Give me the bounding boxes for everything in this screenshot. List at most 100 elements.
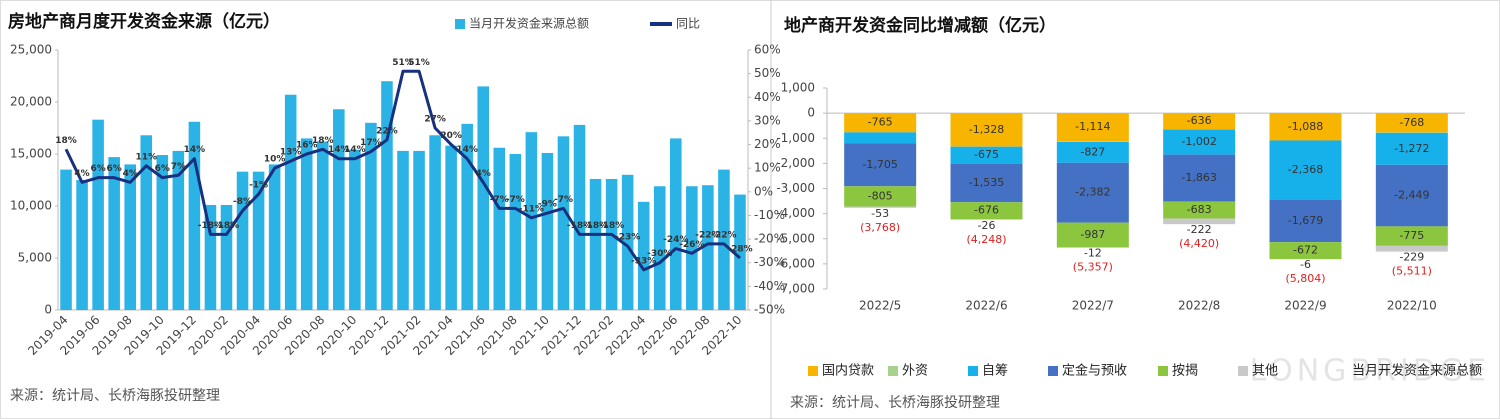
data-label: -1,863 bbox=[1181, 171, 1216, 184]
data-label: -18% bbox=[198, 221, 223, 231]
data-label: 13% bbox=[280, 148, 302, 158]
data-label: 22% bbox=[376, 126, 398, 136]
bar bbox=[557, 136, 570, 310]
bar-segment bbox=[1163, 154, 1236, 202]
legend-swatch bbox=[1048, 366, 1058, 376]
bar bbox=[541, 152, 554, 310]
data-label: 18% bbox=[312, 136, 334, 146]
data-label: -1,328 bbox=[969, 123, 1004, 136]
data-label: -1,272 bbox=[1394, 142, 1429, 155]
y2-tick-label: 60% bbox=[754, 43, 781, 57]
data-label: 14% bbox=[456, 145, 478, 155]
data-label: -2,382 bbox=[1075, 186, 1110, 199]
y2-tick-label: 50% bbox=[754, 66, 781, 80]
bar bbox=[60, 169, 72, 310]
bar bbox=[220, 204, 233, 310]
bar bbox=[188, 121, 201, 310]
total-label: (3,768) bbox=[860, 221, 900, 234]
y2-tick-label: 30% bbox=[754, 113, 781, 127]
y-tick-label: 20,000 bbox=[10, 95, 52, 109]
data-label: -7% bbox=[506, 195, 525, 205]
data-label: 14% bbox=[344, 145, 366, 155]
total-label: (5,357) bbox=[1073, 261, 1113, 274]
chart-title: 房地产商月度开发资金来源（亿元） bbox=[8, 11, 280, 32]
data-label: -775 bbox=[1399, 229, 1424, 242]
data-label: -12 bbox=[1084, 247, 1102, 260]
bar bbox=[108, 157, 120, 310]
data-label: -672 bbox=[1293, 244, 1318, 257]
data-label: 20% bbox=[440, 131, 462, 141]
data-label: 14% bbox=[184, 145, 206, 155]
x-tick-label: 2022/5 bbox=[859, 299, 901, 313]
data-label: -683 bbox=[1187, 203, 1212, 216]
watermark: LONGBRIDGE bbox=[1249, 354, 1490, 389]
bar-segment bbox=[1269, 199, 1342, 243]
legend-label: 同比 bbox=[676, 17, 700, 31]
source: 来源：统计局、长桥海豚投研整理 bbox=[10, 388, 220, 404]
data-label: 4% bbox=[476, 169, 491, 179]
bar bbox=[284, 94, 297, 310]
data-label: -1,002 bbox=[1181, 135, 1216, 148]
bar bbox=[92, 119, 104, 311]
y-tick-label: 0 bbox=[807, 106, 815, 120]
legend-label: 当月开发资金来源总额 bbox=[469, 16, 589, 31]
bar-segment bbox=[1375, 113, 1448, 133]
bar bbox=[172, 150, 185, 310]
bar bbox=[236, 171, 249, 310]
data-label: -222 bbox=[1187, 223, 1212, 236]
legend-label: 定金与预收 bbox=[1062, 363, 1127, 379]
bar bbox=[413, 150, 425, 310]
bar-segment bbox=[1269, 113, 1342, 141]
data-label: -18% bbox=[567, 221, 592, 231]
data-label: -22% bbox=[695, 230, 720, 240]
y2-tick-label: -40% bbox=[754, 279, 785, 293]
data-label: 6% bbox=[107, 164, 122, 174]
bar bbox=[397, 150, 409, 310]
y2-tick-label: -30% bbox=[754, 255, 785, 269]
data-label: -987 bbox=[1080, 228, 1105, 241]
bar bbox=[605, 178, 618, 310]
data-label: -30% bbox=[647, 249, 672, 259]
bar-segment bbox=[1269, 242, 1342, 260]
bar-segment bbox=[844, 132, 917, 144]
bar-segment bbox=[950, 202, 1023, 220]
legend-swatch bbox=[455, 19, 465, 29]
data-label: -28% bbox=[727, 245, 752, 255]
data-label: -2,449 bbox=[1394, 189, 1429, 202]
data-label: -1,679 bbox=[1288, 214, 1323, 227]
y-tick-label: -6,000 bbox=[776, 256, 815, 270]
data-label: -18% bbox=[214, 221, 239, 231]
bar bbox=[76, 180, 88, 310]
bar bbox=[333, 109, 345, 310]
data-label: -676 bbox=[974, 204, 999, 217]
data-label: -1,088 bbox=[1288, 120, 1323, 133]
bar bbox=[573, 124, 586, 310]
bar bbox=[477, 86, 490, 311]
data-label: 51% bbox=[392, 58, 414, 68]
bar bbox=[429, 135, 441, 310]
legend-label: 自筹 bbox=[982, 363, 1008, 379]
bar bbox=[637, 201, 650, 310]
data-label: -53 bbox=[871, 207, 889, 220]
total-label: (4,248) bbox=[966, 233, 1006, 246]
bar-segment bbox=[950, 113, 1023, 147]
data-label: -1,535 bbox=[969, 176, 1004, 189]
bar-segment bbox=[1375, 132, 1448, 165]
bar bbox=[493, 147, 506, 310]
bar-segment bbox=[1375, 245, 1448, 252]
y2-tick-label: 40% bbox=[754, 90, 781, 104]
bar bbox=[124, 164, 136, 310]
bar bbox=[509, 154, 522, 310]
legend-label: 按揭 bbox=[1172, 364, 1198, 379]
y2-tick-label: -50% bbox=[754, 303, 785, 317]
bar bbox=[621, 174, 634, 310]
legend-swatch bbox=[808, 366, 818, 376]
bar-segment bbox=[844, 113, 917, 133]
data-label: -26% bbox=[679, 240, 704, 250]
data-label: 27% bbox=[424, 115, 446, 125]
legend-label: 其他 bbox=[1252, 364, 1278, 379]
data-label: 16% bbox=[296, 141, 318, 151]
bar-segment bbox=[844, 206, 917, 208]
chart-title: 地产商开发资金同比增减额（亿元） bbox=[784, 15, 1056, 36]
